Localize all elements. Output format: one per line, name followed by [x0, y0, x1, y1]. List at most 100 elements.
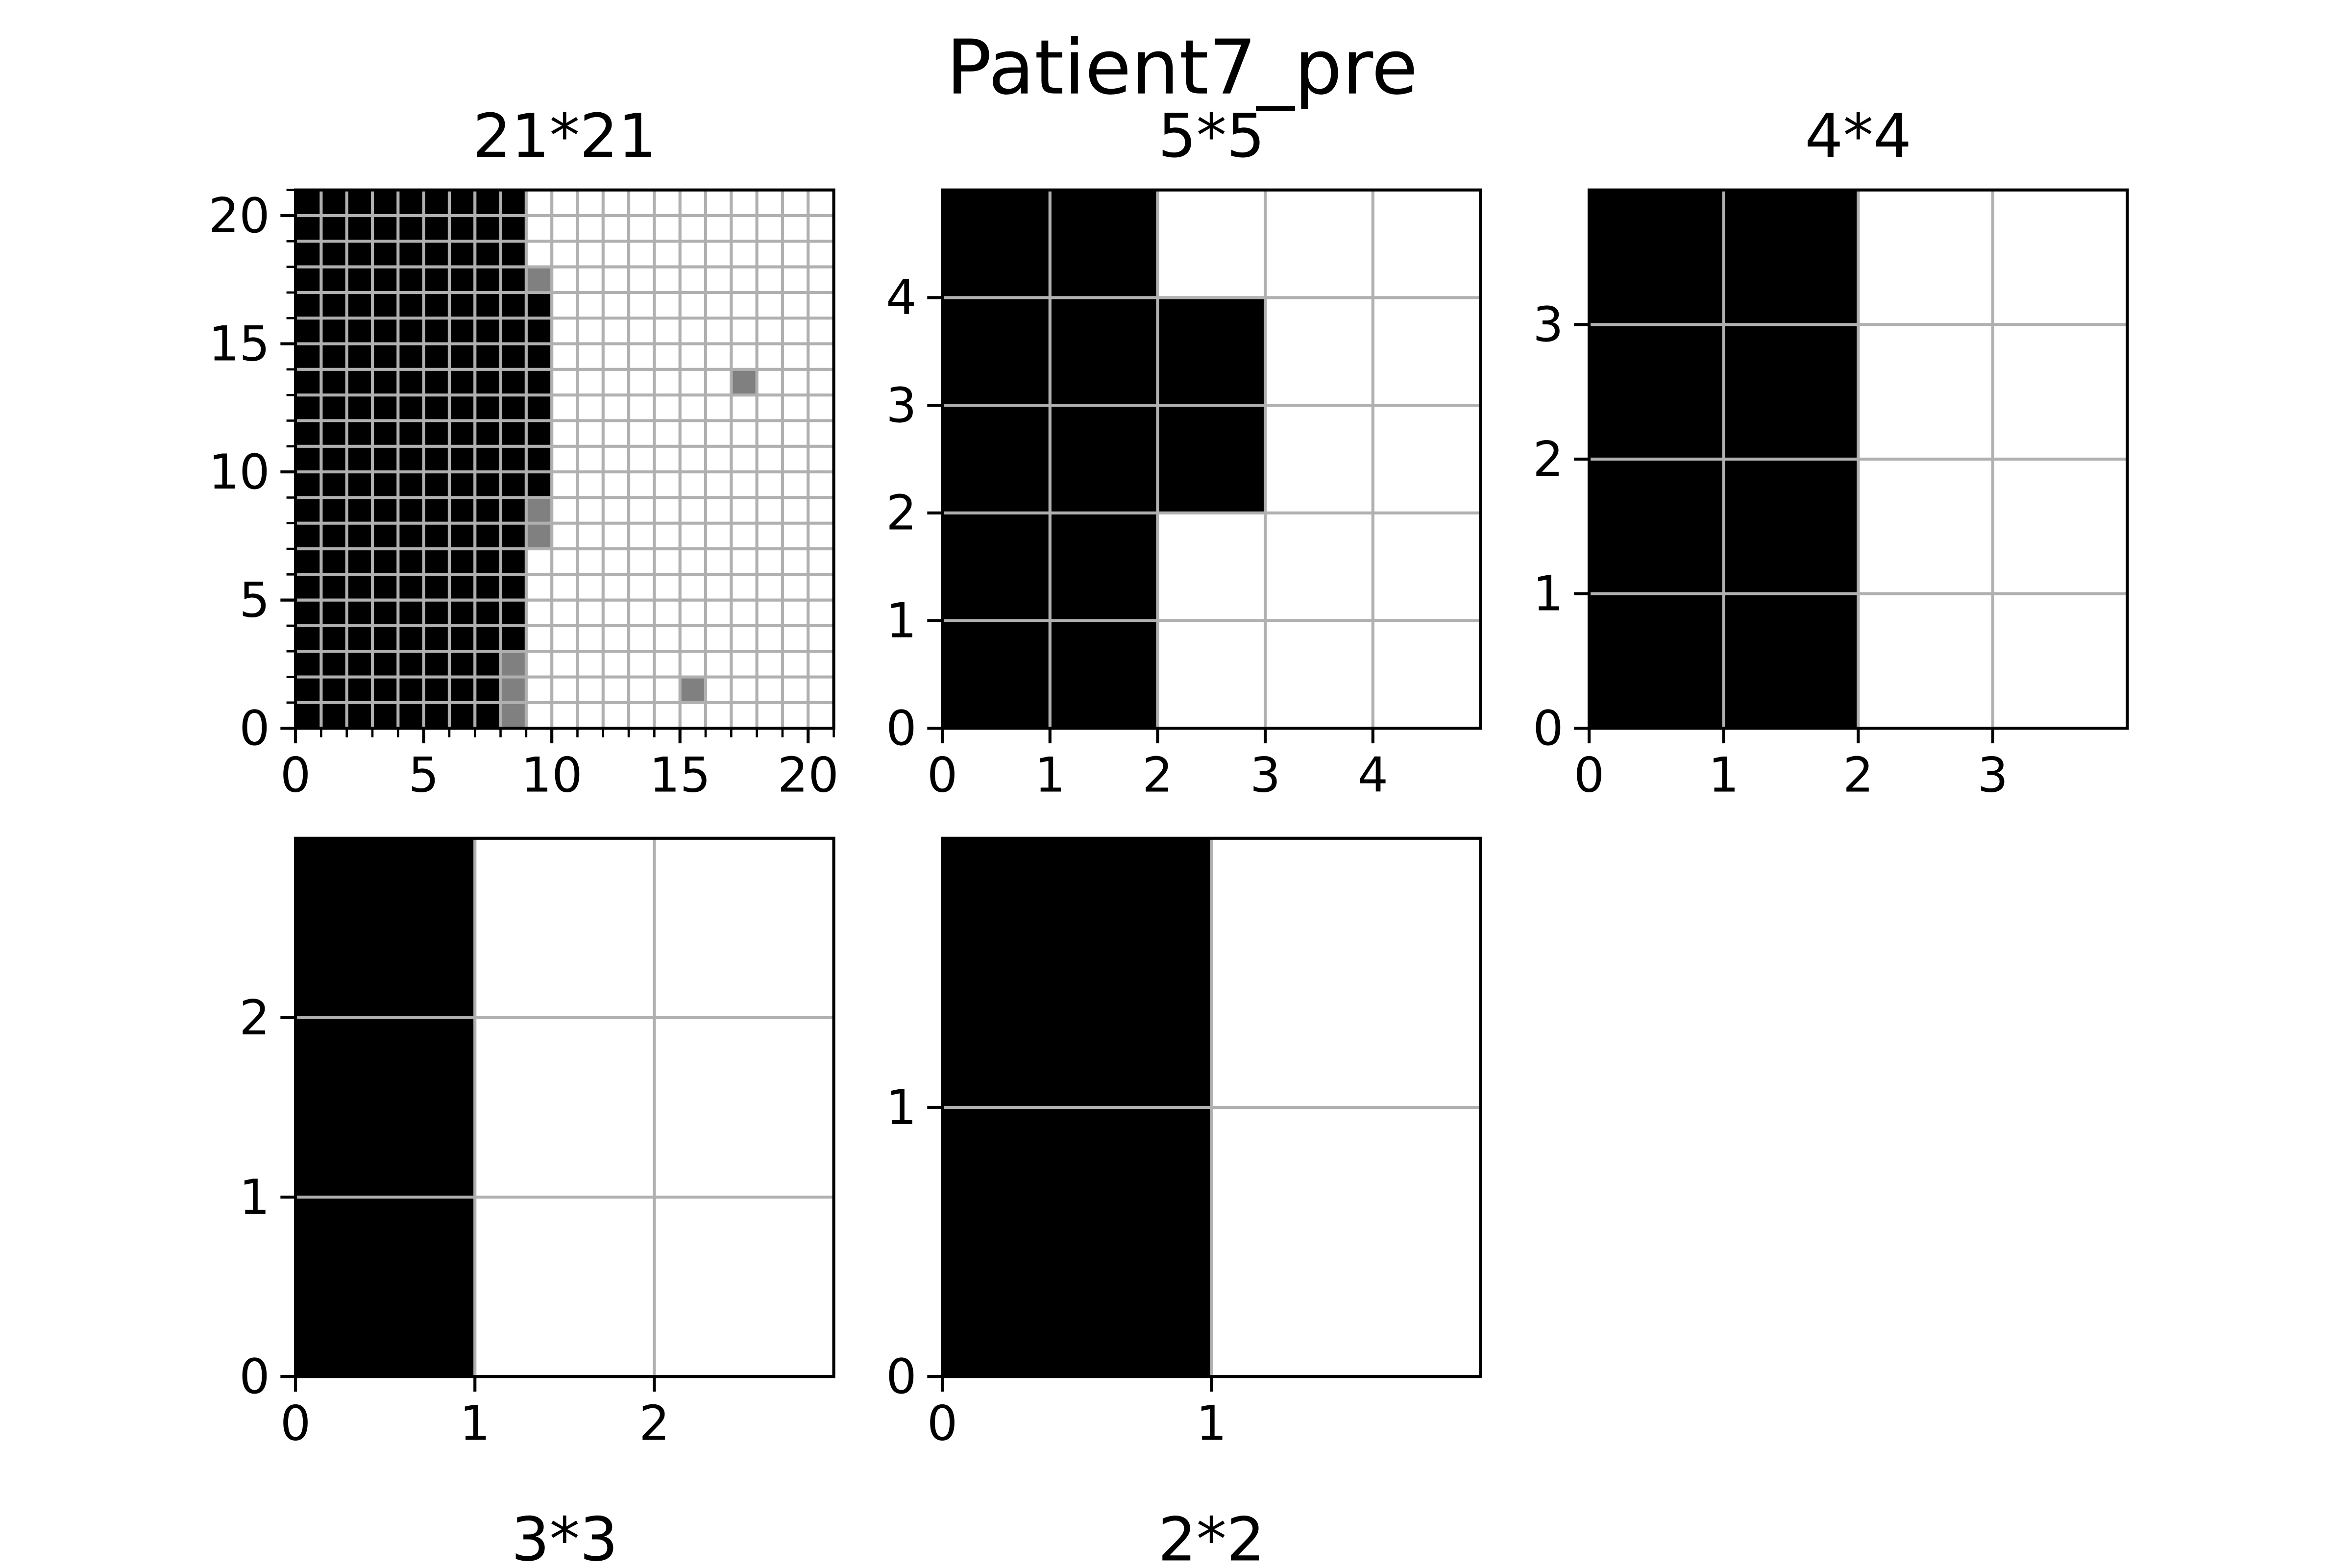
- heatmap-cell: [603, 497, 630, 524]
- heatmap-cell: [500, 446, 527, 473]
- heatmap-cell: [346, 523, 373, 550]
- heatmap-cell: [321, 343, 347, 370]
- heatmap-cell: [475, 343, 501, 370]
- heatmap-cell: [577, 574, 604, 601]
- heatmap-cell: [782, 369, 809, 396]
- heatmap-cell: [449, 446, 476, 473]
- heatmap-cell: [398, 241, 424, 268]
- heatmap-cell: [757, 343, 784, 370]
- heatmap-cell: [526, 497, 553, 524]
- heatmap-cell: [680, 318, 707, 344]
- heatmap-cell: [475, 600, 501, 627]
- heatmap-cell: [423, 216, 450, 242]
- heatmap-cell: [782, 190, 809, 217]
- heatmap-cell: [552, 549, 578, 575]
- heatmap-cell: [782, 574, 809, 601]
- heatmap-cell: [654, 190, 681, 217]
- y-tick-label: 15: [208, 316, 270, 372]
- heatmap-cell: [500, 292, 527, 319]
- y-tick-label: 5: [239, 572, 270, 628]
- heatmap-cell: [552, 600, 578, 627]
- y-tick-label: 0: [239, 1349, 270, 1405]
- heatmap-cell: [757, 497, 784, 524]
- heatmap-cell: [603, 267, 630, 294]
- heatmap-cell: [372, 574, 399, 601]
- heatmap-cell: [423, 318, 450, 344]
- heatmap-cell: [1265, 620, 1374, 729]
- heatmap-cell: [475, 318, 501, 344]
- heatmap-cell: [372, 190, 399, 217]
- heatmap-cell: [500, 343, 527, 370]
- heatmap-cell: [680, 651, 707, 678]
- heatmap-cell: [475, 292, 501, 319]
- heatmap-cell: [321, 190, 347, 217]
- heatmap-cell: [449, 625, 476, 652]
- heatmap-cell: [1992, 190, 2128, 325]
- heatmap-cell: [731, 677, 758, 704]
- heatmap-cell: [295, 267, 322, 294]
- heatmap-cell: [942, 1107, 1212, 1377]
- heatmap-cell: [398, 292, 424, 319]
- heatmap-cell: [1858, 593, 1994, 729]
- heatmap-cell: [526, 318, 553, 344]
- heatmap-cell: [1157, 190, 1266, 298]
- heatmap-cell: [757, 446, 784, 473]
- heatmap-cell: [680, 267, 707, 294]
- heatmap-cell: [757, 190, 784, 217]
- heatmap-cell: [1265, 297, 1374, 406]
- heatmap-cell: [346, 549, 373, 575]
- heatmap-cell: [423, 523, 450, 550]
- heatmap-cell: [629, 677, 655, 704]
- heatmap-cell: [449, 651, 476, 678]
- heatmap-cell: [782, 343, 809, 370]
- heatmap-cell: [372, 677, 399, 704]
- heatmap-cell: [782, 216, 809, 242]
- heatmap-cell: [552, 574, 578, 601]
- heatmap-cell: [680, 497, 707, 524]
- heatmap-cell: [321, 702, 347, 729]
- heatmap-cell: [321, 395, 347, 421]
- heatmap-cell: [295, 190, 322, 217]
- heatmap-cell: [706, 677, 732, 704]
- heatmap-cell: [603, 216, 630, 242]
- heatmap-cell: [346, 241, 373, 268]
- heatmap-cell: [808, 446, 834, 473]
- heatmap-cell: [680, 625, 707, 652]
- heatmap-cell: [577, 241, 604, 268]
- heatmap-cell: [782, 395, 809, 421]
- heatmap-cell: [372, 497, 399, 524]
- heatmap-cell: [680, 343, 707, 370]
- heatmap-cell: [577, 318, 604, 344]
- heatmap-cell: [577, 190, 604, 217]
- heatmap-cell: [526, 369, 553, 396]
- heatmap-cell: [808, 420, 834, 447]
- heatmap-cell: [654, 395, 681, 421]
- heatmap-cell: [398, 702, 424, 729]
- heatmap-cell: [526, 702, 553, 729]
- heatmap-cell: [552, 497, 578, 524]
- heatmap-cell: [757, 625, 784, 652]
- heatmap-cell: [321, 318, 347, 344]
- heatmap-cell: [449, 574, 476, 601]
- heatmap-cell: [577, 343, 604, 370]
- heatmap-cell: [1723, 459, 1859, 594]
- heatmap-cell: [1992, 459, 2128, 594]
- heatmap-cell: [680, 241, 707, 268]
- heatmap-cell: [706, 318, 732, 344]
- heatmap-cell: [552, 625, 578, 652]
- x-tick-label: 0: [927, 1396, 958, 1451]
- heatmap-cell: [629, 395, 655, 421]
- heatmap-cell: [321, 651, 347, 678]
- heatmap-cell: [423, 446, 450, 473]
- heatmap-cell: [782, 241, 809, 268]
- heatmap-cell: [1858, 190, 1994, 325]
- heatmap-cell: [372, 241, 399, 268]
- heatmap-cell: [680, 702, 707, 729]
- heatmap-cell: [1211, 838, 1481, 1108]
- heatmap-cell: [372, 420, 399, 447]
- heatmap-cell: [757, 267, 784, 294]
- heatmap-cell: [808, 343, 834, 370]
- heatmap-cell: [526, 651, 553, 678]
- subplot-title: 21*21: [473, 101, 657, 172]
- heatmap-cell: [577, 677, 604, 704]
